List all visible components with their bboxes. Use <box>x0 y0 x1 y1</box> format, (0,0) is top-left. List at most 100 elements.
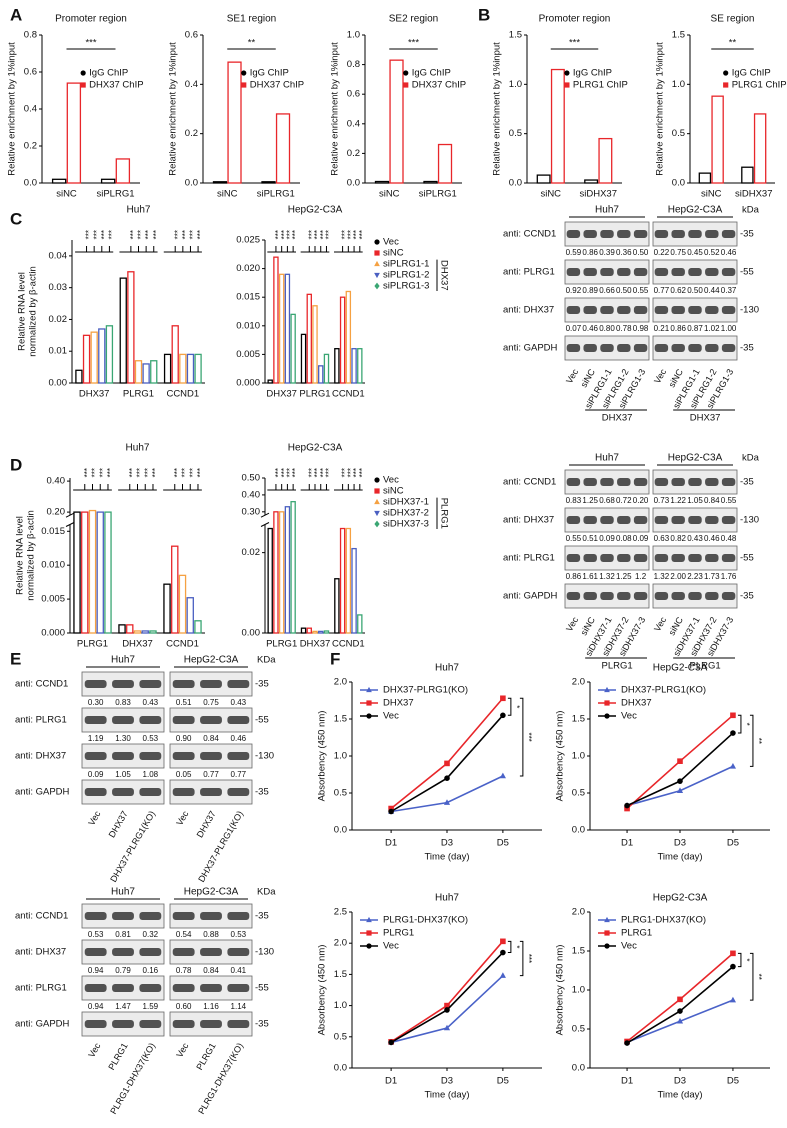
marker <box>500 949 506 956</box>
y-tick-label: 0.000 <box>236 378 260 389</box>
blot-band <box>671 554 685 562</box>
legend-label: Vec <box>383 711 399 722</box>
bar <box>357 614 363 634</box>
bar <box>323 630 330 634</box>
quantification: 0.75 <box>203 698 219 707</box>
marker <box>676 787 684 794</box>
bar <box>267 379 273 384</box>
quantification: 0.36 <box>616 248 632 257</box>
blot-band <box>139 752 162 760</box>
blot-band <box>200 716 222 724</box>
y-tick-label: 0.4 <box>185 79 198 90</box>
blot-band <box>84 752 107 760</box>
x-tick-label: CCND1 <box>166 639 199 650</box>
y-tick-label: 1.0 <box>334 1000 347 1011</box>
quantification: 0.50 <box>687 286 703 295</box>
significance: *** <box>189 230 198 239</box>
blot-band <box>566 592 581 600</box>
marker <box>604 686 610 693</box>
bar <box>357 348 363 384</box>
legend-label: siDHX37-2 <box>383 508 429 519</box>
significance: *** <box>358 468 367 477</box>
bar <box>389 59 404 184</box>
marker <box>677 1008 683 1014</box>
antibody-label: anti: GAPDH <box>503 591 558 602</box>
quantification: 0.16 <box>143 966 159 975</box>
mw-marker: -35 <box>740 477 754 488</box>
bar <box>550 68 565 184</box>
lane-label: PLRG1 <box>106 1041 129 1072</box>
significance: *** <box>286 468 295 477</box>
marker <box>729 996 737 1003</box>
quantification: 0.94 <box>88 966 104 975</box>
bar <box>318 365 324 384</box>
marker <box>241 82 247 88</box>
cell-line: Huh7 <box>595 205 619 216</box>
mw-marker: -130 <box>255 751 274 762</box>
x-tick-label: D5 <box>727 838 739 849</box>
x-tick-label: D5 <box>727 1076 739 1087</box>
axis-break <box>65 522 75 527</box>
blot-band <box>633 478 648 486</box>
y-tick-label: 0.5 <box>572 1024 585 1035</box>
significance-bracket <box>507 697 512 716</box>
mw-marker: -130 <box>255 947 274 958</box>
chart-title: Promoter region <box>539 14 611 25</box>
marker <box>80 82 86 88</box>
blot-band <box>600 230 614 238</box>
y-tick-label: 0.4 <box>24 104 37 115</box>
significance: *** <box>129 230 138 239</box>
x-tick-label: PLRG1 <box>123 389 154 400</box>
lane-label: DHX37 <box>195 809 218 839</box>
blot-band <box>617 344 631 352</box>
y-axis-label: Relative RNA level <box>15 516 26 595</box>
mw-marker: -55 <box>740 267 754 278</box>
chart-title: HepG2-C3A <box>288 205 343 216</box>
significance: *** <box>524 732 533 741</box>
chart-title: HepG2-C3A <box>653 663 708 674</box>
bar <box>290 501 296 634</box>
quantification: 1.08 <box>143 770 159 779</box>
significance: *** <box>319 230 328 239</box>
group-label: PLRG1 <box>690 661 721 672</box>
y-tick-label: 1.5 <box>572 946 585 957</box>
blot-band <box>617 268 631 276</box>
x-tick-label: D3 <box>674 1076 686 1087</box>
blot-band <box>200 752 222 760</box>
quantification: 0.32 <box>143 930 159 939</box>
bar <box>163 353 172 384</box>
y-tick-label: 0.4 <box>347 118 360 129</box>
marker <box>499 972 506 978</box>
blot-band <box>84 716 107 724</box>
blot-band <box>654 268 669 276</box>
y-tick-label: 0.5 <box>572 788 585 799</box>
marker <box>444 775 450 781</box>
blot-band <box>721 516 736 524</box>
legend-label: PLRG1 ChIP <box>732 80 787 91</box>
blot-band <box>566 230 581 238</box>
blot-band <box>84 788 107 796</box>
y-tick-label: 0.005 <box>236 349 260 360</box>
lane-label: Vec <box>86 809 102 827</box>
quantification: 1.25 <box>582 496 598 505</box>
blot-band <box>721 554 736 562</box>
marker <box>366 713 372 719</box>
quantification: 0.55 <box>721 496 737 505</box>
significance: *** <box>291 468 300 477</box>
bar <box>267 527 273 634</box>
significance: *** <box>280 230 289 239</box>
marker <box>374 510 380 517</box>
blot-band <box>633 268 648 276</box>
blot-band <box>688 516 702 524</box>
x-tick-label: D1 <box>385 1076 397 1087</box>
antibody-label: anti: GAPDH <box>15 787 70 798</box>
legend-label: DHX37 ChIP <box>89 80 143 91</box>
quantification: 0.82 <box>670 534 686 543</box>
significance: *** <box>173 230 182 239</box>
y-tick-label: 0.0 <box>334 1063 347 1074</box>
panel-label: E <box>10 649 21 668</box>
y-tick-label: 0.015 <box>41 526 65 537</box>
quantification: 0.84 <box>704 496 720 505</box>
significance: *** <box>151 468 160 477</box>
blot-band <box>654 344 669 352</box>
